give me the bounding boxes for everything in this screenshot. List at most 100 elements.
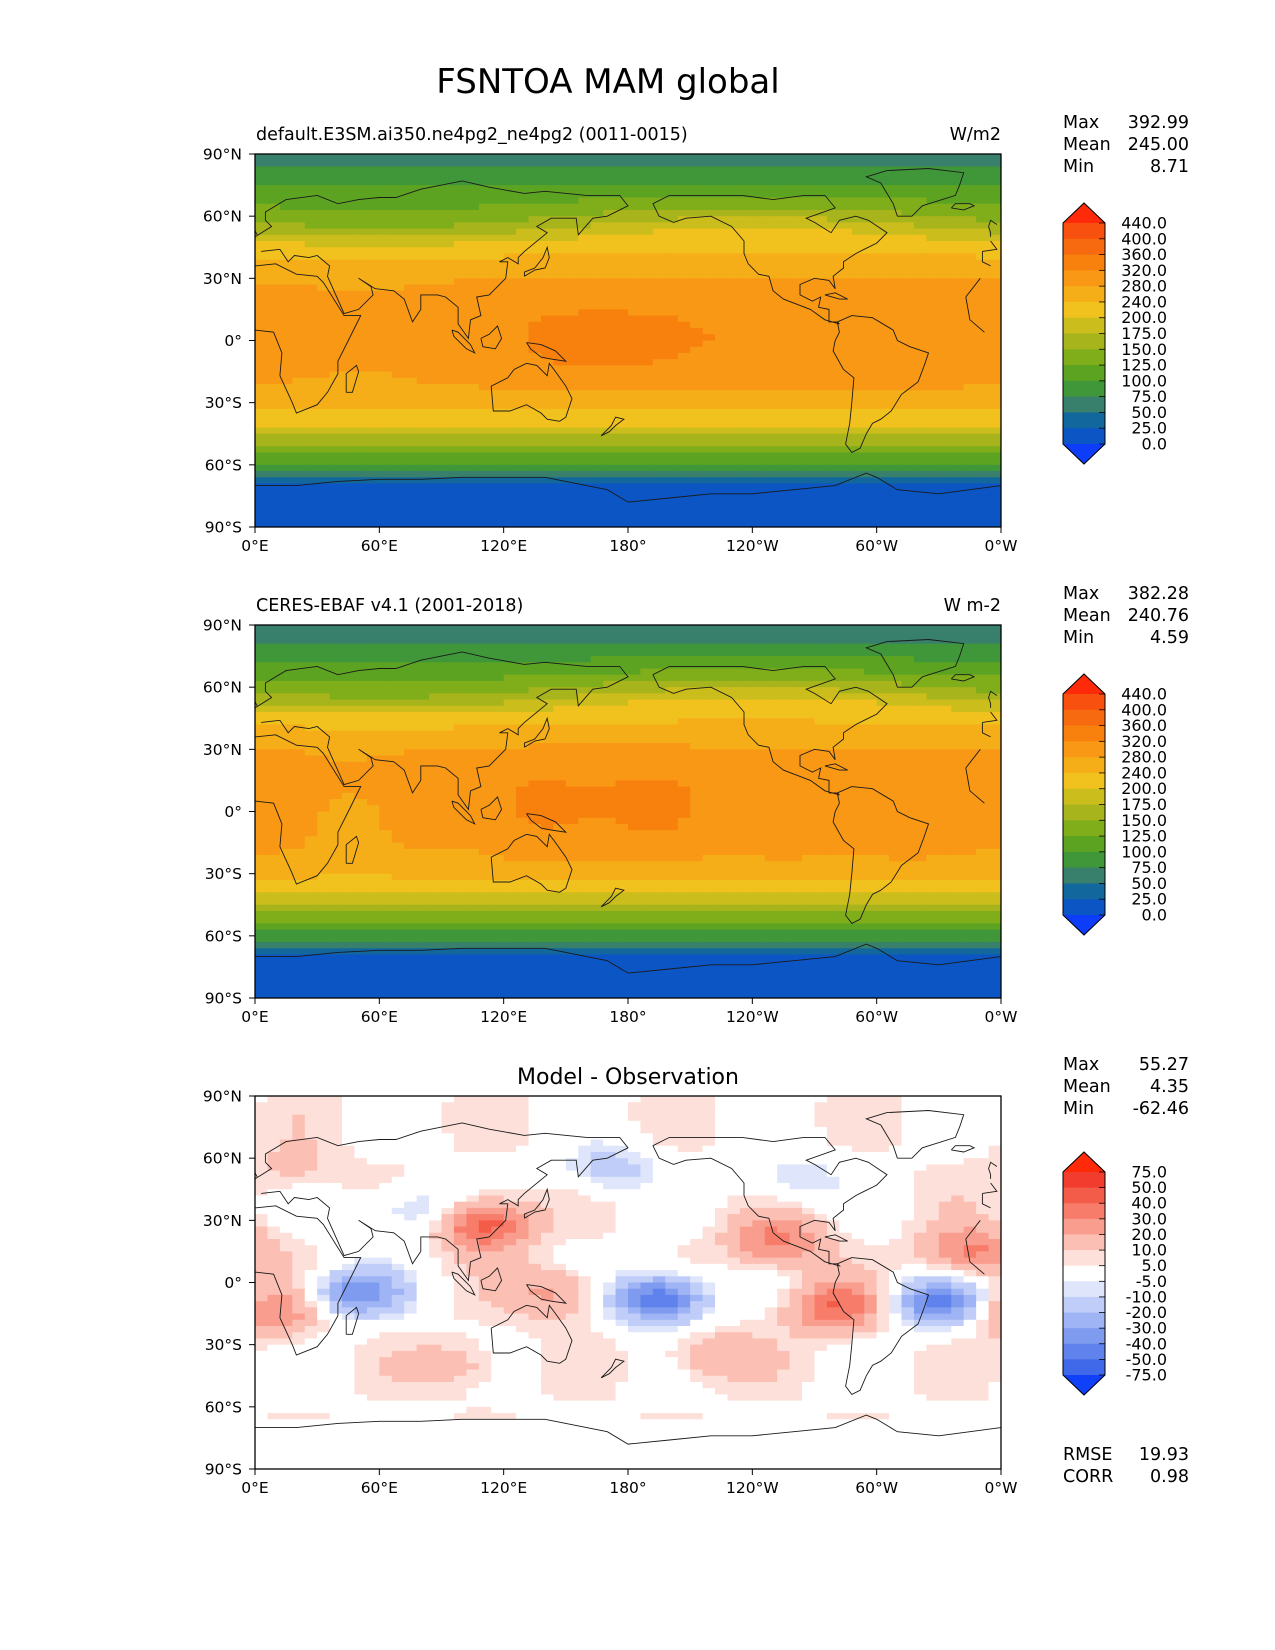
field-cell <box>429 693 443 701</box>
field-cell <box>516 185 530 192</box>
field-cell <box>938 172 952 180</box>
field-cell <box>516 340 530 348</box>
field-cell <box>938 471 952 478</box>
field-cell <box>789 687 803 694</box>
field-cell <box>615 328 629 335</box>
field-cell <box>976 421 990 429</box>
field-cell <box>814 427 828 435</box>
field-cell <box>441 247 455 255</box>
field-cell <box>478 209 492 217</box>
field-cell <box>665 662 679 670</box>
field-cell <box>739 166 753 174</box>
field-cell <box>429 272 443 279</box>
field-cell <box>466 228 480 236</box>
field-cell <box>578 718 592 726</box>
field-cell <box>876 736 890 744</box>
field-cell <box>255 253 269 261</box>
field-cell <box>690 458 704 466</box>
field-cell <box>379 631 393 639</box>
field-cell <box>491 340 505 348</box>
field-cell <box>516 483 530 491</box>
field-cell <box>901 724 915 732</box>
field-cell <box>553 160 567 168</box>
field-cell <box>366 216 380 223</box>
field-cell <box>478 340 492 348</box>
field-cell <box>379 365 393 373</box>
field-cell <box>304 365 318 373</box>
field-cell <box>690 216 704 223</box>
field-cell <box>503 265 517 273</box>
field-cell <box>640 680 654 688</box>
field-cell <box>304 377 318 385</box>
field-cell <box>466 408 480 416</box>
field-cell <box>752 477 766 485</box>
field-cell <box>889 408 903 416</box>
field-cell <box>590 346 604 354</box>
field-cell <box>690 309 704 317</box>
field-cell <box>652 390 666 398</box>
field-cell <box>441 656 455 663</box>
field-cell <box>727 272 741 279</box>
field-cell <box>416 334 430 342</box>
field-cell <box>429 724 443 732</box>
field-cell <box>379 625 393 632</box>
field-cell <box>963 359 977 366</box>
field-cell <box>466 396 480 404</box>
field-cell <box>640 228 654 236</box>
field-cell <box>789 699 803 707</box>
field-cell <box>441 185 455 192</box>
field-cell <box>366 508 380 516</box>
field-cell <box>926 730 940 738</box>
field-cell <box>690 625 704 632</box>
field-cell <box>739 743 753 750</box>
field-cell <box>628 315 642 323</box>
field-cell <box>404 730 418 738</box>
field-cell <box>578 178 592 186</box>
field-cell <box>565 340 579 348</box>
field-cell <box>814 265 828 273</box>
field-cell <box>739 446 753 453</box>
field-cell <box>864 309 878 317</box>
field-cell <box>764 185 778 192</box>
field-cell <box>292 315 306 323</box>
stat-value: 245.00 <box>1128 135 1189 155</box>
field-cell <box>938 216 952 223</box>
field-cell <box>578 625 592 632</box>
field-cell <box>354 433 368 441</box>
field-cell <box>777 359 791 366</box>
field-cell <box>292 637 306 645</box>
field-cell <box>752 191 766 199</box>
field-cell <box>988 495 1001 503</box>
field-cell <box>267 643 281 651</box>
field-cell <box>615 520 629 527</box>
field-cell <box>951 346 965 354</box>
field-cell <box>391 265 405 273</box>
field-cell <box>702 303 716 311</box>
field-cell <box>814 508 828 516</box>
field-cell <box>889 452 903 460</box>
field-cell <box>677 433 691 441</box>
field-cell <box>491 365 505 373</box>
field-cell <box>814 222 828 230</box>
field-cell <box>652 241 666 248</box>
field-cell <box>640 439 654 447</box>
field-cell <box>503 222 517 230</box>
field-cell <box>342 160 356 168</box>
field-cell <box>416 508 430 516</box>
field-cell <box>963 197 977 205</box>
field-cell <box>938 736 952 744</box>
field-cell <box>478 371 492 379</box>
field-cell <box>416 346 430 354</box>
field-cell <box>727 241 741 248</box>
field-cell <box>690 272 704 279</box>
field-cell <box>665 340 679 348</box>
field-cell <box>267 520 281 527</box>
field-cell <box>876 247 890 255</box>
field-cell <box>715 712 729 719</box>
field-cell <box>553 265 567 273</box>
field-cell <box>491 309 505 317</box>
field-cell <box>702 625 716 632</box>
field-cell <box>814 637 828 645</box>
field-cell <box>516 668 530 676</box>
field-cell <box>715 514 729 522</box>
